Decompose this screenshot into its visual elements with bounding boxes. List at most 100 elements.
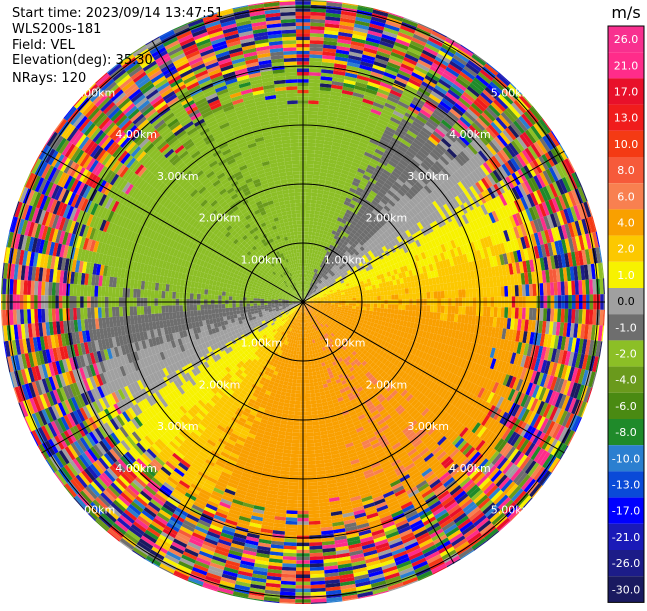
velocity-bin [423,292,427,299]
velocity-bin [490,287,494,297]
velocity-bin [436,284,440,291]
velocity-bin [308,93,319,97]
velocity-bin [311,365,315,369]
velocity-bin [345,298,349,301]
velocity-bin [356,303,360,306]
velocity-bin [307,246,310,250]
velocity-bin [373,292,377,296]
velocity-bin [434,305,438,312]
velocity-bin [309,54,322,58]
velocity-bin [374,304,378,308]
velocity-bin [310,33,324,37]
velocity-bin [312,179,319,183]
velocity-bin [355,292,359,295]
velocity-bin [377,292,381,296]
velocity-bin [308,100,319,104]
velocity-bin [367,304,371,308]
velocity-bin [305,207,310,211]
velocity-bin [547,308,551,321]
velocity-bin [416,293,420,299]
velocity-bin [448,306,452,314]
velocity-bin [304,267,306,271]
velocity-bin [387,313,391,318]
velocity-bin [550,309,554,322]
velocity-bin [349,298,353,301]
velocity-bin [356,306,360,309]
velocity-bin [497,307,501,318]
velocity-bin [314,214,319,218]
velocity-bin [305,221,309,225]
velocity-bin [384,291,388,296]
velocity-bin [362,310,366,314]
velocity-bin [306,192,312,196]
velocity-bin [455,290,459,298]
velocity-bin [380,291,384,296]
velocity-bin [568,281,572,295]
velocity-bin [308,118,318,122]
velocity-bin [422,286,426,293]
velocity-bin [408,310,412,316]
velocity-bin [311,196,317,200]
velocity-bin [511,308,515,319]
velocity-bin [518,308,522,320]
velocity-bin [307,157,315,161]
velocity-bin [437,291,441,298]
velocity-bin [429,285,433,292]
velocity-bin [338,299,342,301]
velocity-bin [307,164,314,168]
velocity-bin [429,312,433,319]
velocity-bin [312,232,316,236]
velocity-bin [311,203,316,207]
velocity-bin [469,289,473,298]
velocity-bin [306,199,312,203]
velocity-bin [363,307,367,311]
velocity-bin [369,311,373,315]
velocity-bin [307,153,315,157]
velocity-bin [306,175,313,179]
velocity-bin [314,386,319,390]
velocity-bin [405,294,409,300]
velocity-bin [306,185,312,189]
velocity-bin [313,171,320,175]
velocity-bin [458,290,462,298]
velocity-bin [305,238,308,242]
velocity-bin [305,231,309,235]
velocity-bin [395,295,399,300]
velocity-bin [349,296,353,299]
velocity-bin [370,293,374,297]
velocity-bin [376,288,380,293]
velocity-bin [308,111,318,115]
velocity-bin [304,253,307,257]
velocity-bin [366,290,370,294]
velocity-bin [501,286,505,297]
velocity-bin [376,312,380,317]
velocity-bin [366,293,370,297]
velocity-bin [307,253,310,257]
velocity-bin [366,307,370,311]
velocity-bin [309,61,322,65]
velocity-bin [451,306,455,314]
velocity-bin [310,37,324,41]
velocity-bin [309,86,320,90]
velocity-bin [388,304,392,309]
velocity-bin [550,282,554,295]
velocity-bin [391,295,395,300]
velocity-bin [370,307,374,311]
velocity-bin [369,289,373,293]
velocity-bin [387,309,391,314]
velocity-bin [307,139,316,143]
velocity-bin [331,303,335,305]
velocity-bin [525,284,529,296]
velocity-bin [352,303,356,306]
velocity-bin [487,287,491,297]
velocity-bin [313,379,318,383]
velocity-bin [518,285,522,297]
velocity-bin [391,290,395,295]
velocity-bin [305,228,309,232]
velocity-bin [409,293,413,299]
velocity-bin [423,305,427,312]
velocity-bin [311,239,315,243]
velocity-bin [307,150,315,154]
velocity-bin [306,260,308,264]
